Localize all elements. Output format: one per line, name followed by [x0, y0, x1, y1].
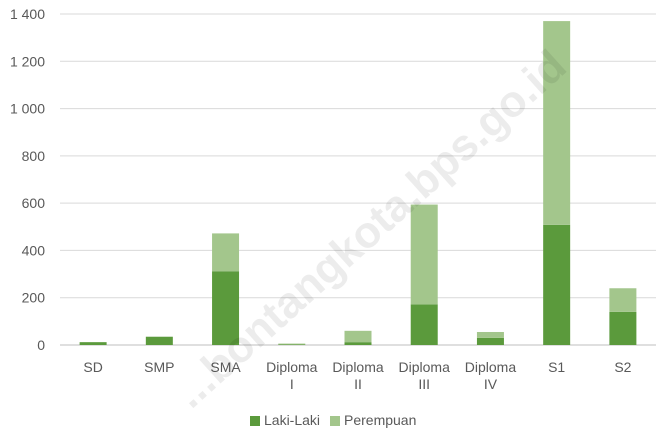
- y-axis-ticks: 0 200 400 600 800 1 000 1 200 1 400: [10, 6, 45, 353]
- legend-swatch: [330, 416, 340, 426]
- bar-segment-perempuan: [212, 233, 240, 272]
- bar-segment-perempuan: [344, 330, 372, 343]
- y-tick-label: 1 000: [10, 101, 45, 117]
- x-tick-label: SMP: [144, 359, 174, 375]
- y-tick-label: 400: [22, 242, 46, 258]
- x-tick-label: S2: [614, 359, 631, 375]
- legend-swatch: [250, 416, 260, 426]
- legend-label: Perempuan: [344, 412, 416, 428]
- bar-segment-laki-laki: [212, 271, 240, 345]
- bar-segment-perempuan: [476, 331, 504, 338]
- bar-segment-laki-laki: [410, 304, 438, 345]
- bar-segment-perempuan: [278, 343, 306, 345]
- x-tick-label: Diploma III: [399, 359, 451, 392]
- gridlines: [60, 13, 656, 346]
- bar-segment-perempuan: [410, 204, 438, 305]
- bar-segment-laki-laki: [476, 337, 504, 345]
- x-tick-label: Diploma IV: [465, 359, 517, 392]
- bars: [79, 21, 637, 345]
- x-tick-label: Diploma II: [332, 359, 384, 392]
- y-tick-label: 200: [22, 290, 46, 306]
- y-tick-label: 600: [22, 195, 46, 211]
- x-tick-label: Diploma I: [266, 359, 318, 392]
- bar-segment-laki-laki: [543, 224, 571, 345]
- y-tick-label: 0: [37, 337, 45, 353]
- bar-segment-laki-laki: [145, 336, 173, 345]
- bar-segment-laki-laki: [344, 342, 372, 345]
- y-tick-label: 1 200: [10, 53, 45, 69]
- x-axis-ticks: SD SMP SMA Diploma I Diploma II Diploma III Diplo…: [83, 359, 631, 392]
- legend: Laki-Laki Perempuan: [250, 412, 416, 428]
- bar-segment-laki-laki: [609, 311, 637, 345]
- y-tick-label: 1 400: [10, 6, 45, 22]
- bar-segment-perempuan: [543, 21, 571, 225]
- x-tick-label: S1: [548, 359, 565, 375]
- legend-label: Laki-Laki: [264, 412, 320, 428]
- x-tick-label: SD: [83, 359, 102, 375]
- bar-segment-laki-laki: [79, 342, 107, 345]
- y-tick-label: 800: [22, 148, 46, 164]
- bar-segment-perempuan: [609, 288, 637, 312]
- x-tick-label: SMA: [210, 359, 241, 375]
